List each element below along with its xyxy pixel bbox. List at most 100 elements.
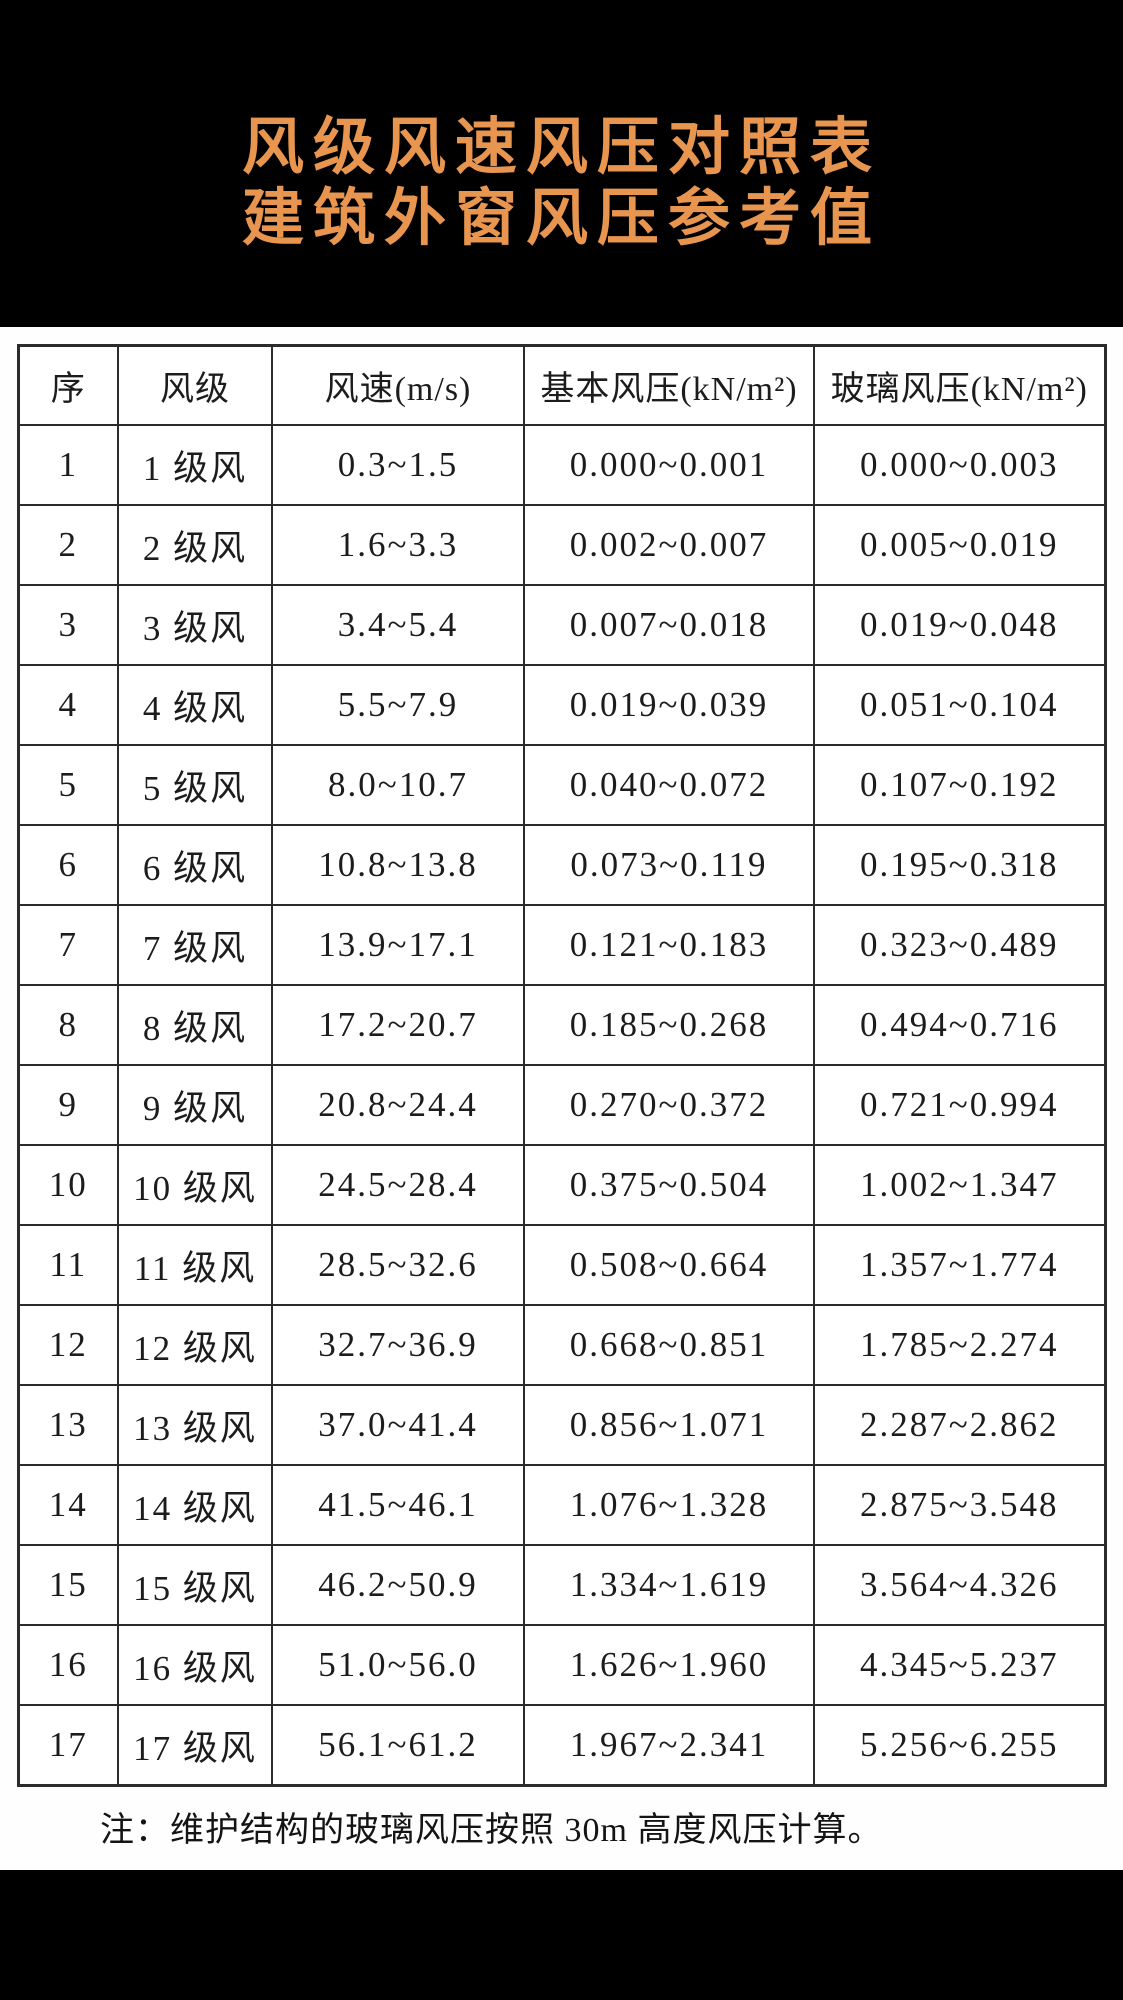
basic-pressure-cell: 0.019~0.039 bbox=[523, 664, 815, 746]
basic-pressure-cell: 1.334~1.619 bbox=[523, 1544, 815, 1626]
row-index-cell: 15 bbox=[17, 1544, 119, 1626]
wind-speed-cell: 32.7~36.9 bbox=[271, 1304, 525, 1386]
row-index-cell: 2 bbox=[17, 504, 119, 586]
wind-speed-cell: 56.1~61.2 bbox=[271, 1704, 525, 1787]
wind-level-cell: 9 级风 bbox=[117, 1064, 273, 1146]
row-index-cell: 16 bbox=[17, 1624, 119, 1706]
wind-level-cell: 16 级风 bbox=[117, 1624, 273, 1706]
row-index-cell: 6 bbox=[17, 824, 119, 906]
row-index-cell: 3 bbox=[17, 584, 119, 666]
basic-pressure-cell: 1.076~1.328 bbox=[523, 1464, 815, 1546]
glass-pressure-cell: 4.345~5.237 bbox=[813, 1624, 1106, 1706]
basic-pressure-cell: 0.000~0.001 bbox=[523, 424, 815, 506]
wind-speed-cell: 37.0~41.4 bbox=[271, 1384, 525, 1466]
glass-pressure-cell: 1.357~1.774 bbox=[813, 1224, 1106, 1306]
glass-pressure-cell: 0.051~0.104 bbox=[813, 664, 1106, 746]
basic-pressure-cell: 1.626~1.960 bbox=[523, 1624, 815, 1706]
row-index-cell: 1 bbox=[17, 424, 119, 506]
glass-pressure-cell: 0.323~0.489 bbox=[813, 904, 1106, 986]
wind-level-cell: 7 级风 bbox=[117, 904, 273, 986]
row-index-cell: 12 bbox=[17, 1304, 119, 1386]
wind-speed-cell: 51.0~56.0 bbox=[271, 1624, 525, 1706]
wind-speed-cell: 5.5~7.9 bbox=[271, 664, 525, 746]
header-index: 序 bbox=[17, 344, 119, 426]
wind-level-cell: 10 级风 bbox=[117, 1144, 273, 1226]
table-row: 12 12 级风 32.7~36.9 0.668~0.851 1.785~2.274 bbox=[17, 1304, 1106, 1386]
glass-pressure-cell: 5.256~6.255 bbox=[813, 1704, 1106, 1787]
table-row: 14 14 级风 41.5~46.1 1.076~1.328 2.875~3.548 bbox=[17, 1464, 1106, 1546]
wind-level-cell: 17 级风 bbox=[117, 1704, 273, 1787]
wind-level-cell: 1 级风 bbox=[117, 424, 273, 506]
glass-pressure-cell: 0.195~0.318 bbox=[813, 824, 1106, 906]
basic-pressure-cell: 0.040~0.072 bbox=[523, 744, 815, 826]
basic-pressure-cell: 0.375~0.504 bbox=[523, 1144, 815, 1226]
wind-level-cell: 14 级风 bbox=[117, 1464, 273, 1546]
table-row: 11 11 级风 28.5~32.6 0.508~0.664 1.357~1.774 bbox=[17, 1224, 1106, 1306]
glass-pressure-cell: 2.287~2.862 bbox=[813, 1384, 1106, 1466]
glass-pressure-cell: 0.000~0.003 bbox=[813, 424, 1106, 506]
table-row: 10 10 级风 24.5~28.4 0.375~0.504 1.002~1.347 bbox=[17, 1144, 1106, 1226]
glass-pressure-cell: 0.019~0.048 bbox=[813, 584, 1106, 666]
basic-pressure-cell: 0.007~0.018 bbox=[523, 584, 815, 666]
wind-level-cell: 6 级风 bbox=[117, 824, 273, 906]
glass-pressure-cell: 2.875~3.548 bbox=[813, 1464, 1106, 1546]
header-basic-pressure: 基本风压(kN/m²) bbox=[523, 344, 815, 426]
title-banner: 风级风速风压对照表 建筑外窗风压参考值 bbox=[0, 0, 1123, 327]
basic-pressure-cell: 0.270~0.372 bbox=[523, 1064, 815, 1146]
table-header-row: 序 风级 风速(m/s) 基本风压(kN/m²) 玻璃风压(kN/m²) bbox=[17, 344, 1106, 426]
table-row: 13 13 级风 37.0~41.4 0.856~1.071 2.287~2.862 bbox=[17, 1384, 1106, 1466]
wind-speed-cell: 28.5~32.6 bbox=[271, 1224, 525, 1306]
wind-level-cell: 5 级风 bbox=[117, 744, 273, 826]
wind-speed-cell: 20.8~24.4 bbox=[271, 1064, 525, 1146]
basic-pressure-cell: 0.073~0.119 bbox=[523, 824, 815, 906]
basic-pressure-cell: 0.508~0.664 bbox=[523, 1224, 815, 1306]
wind-level-cell: 11 级风 bbox=[117, 1224, 273, 1306]
glass-pressure-cell: 0.107~0.192 bbox=[813, 744, 1106, 826]
row-index-cell: 5 bbox=[17, 744, 119, 826]
basic-pressure-cell: 0.856~1.071 bbox=[523, 1384, 815, 1466]
row-index-cell: 4 bbox=[17, 664, 119, 746]
wind-level-cell: 12 级风 bbox=[117, 1304, 273, 1386]
basic-pressure-cell: 1.967~2.341 bbox=[523, 1704, 815, 1787]
glass-pressure-cell: 0.494~0.716 bbox=[813, 984, 1106, 1066]
page-title-line2: 建筑外窗风压参考值 bbox=[241, 184, 881, 253]
header-wind-level: 风级 bbox=[117, 344, 273, 426]
table-row: 17 17 级风 56.1~61.2 1.967~2.341 5.256~6.255 bbox=[17, 1704, 1106, 1787]
wind-speed-cell: 24.5~28.4 bbox=[271, 1144, 525, 1226]
table-row: 15 15 级风 46.2~50.9 1.334~1.619 3.564~4.326 bbox=[17, 1544, 1106, 1626]
wind-speed-cell: 1.6~3.3 bbox=[271, 504, 525, 586]
wind-speed-cell: 3.4~5.4 bbox=[271, 584, 525, 666]
glass-pressure-cell: 0.721~0.994 bbox=[813, 1064, 1106, 1146]
glass-pressure-cell: 1.002~1.347 bbox=[813, 1144, 1106, 1226]
row-index-cell: 8 bbox=[17, 984, 119, 1066]
row-index-cell: 10 bbox=[17, 1144, 119, 1226]
wind-speed-cell: 8.0~10.7 bbox=[271, 744, 525, 826]
wind-level-cell: 3 级风 bbox=[117, 584, 273, 666]
wind-speed-cell: 17.2~20.7 bbox=[271, 984, 525, 1066]
table-row: 16 16 级风 51.0~56.0 1.626~1.960 4.345~5.237 bbox=[17, 1624, 1106, 1706]
wind-speed-cell: 0.3~1.5 bbox=[271, 424, 525, 506]
wind-level-cell: 2 级风 bbox=[117, 504, 273, 586]
row-index-cell: 17 bbox=[17, 1704, 119, 1787]
wind-level-cell: 15 级风 bbox=[117, 1544, 273, 1626]
basic-pressure-cell: 0.121~0.183 bbox=[523, 904, 815, 986]
page-title-line1: 风级风速风压对照表 bbox=[241, 113, 881, 182]
wind-speed-cell: 41.5~46.1 bbox=[271, 1464, 525, 1546]
wind-level-cell: 4 级风 bbox=[117, 664, 273, 746]
footnote: 注：维护结构的玻璃风压按照 30m 高度风压计算。 bbox=[100, 1812, 883, 1849]
wind-level-cell: 13 级风 bbox=[117, 1384, 273, 1466]
wind-level-cell: 8 级风 bbox=[117, 984, 273, 1066]
glass-pressure-cell: 3.564~4.326 bbox=[813, 1544, 1106, 1626]
